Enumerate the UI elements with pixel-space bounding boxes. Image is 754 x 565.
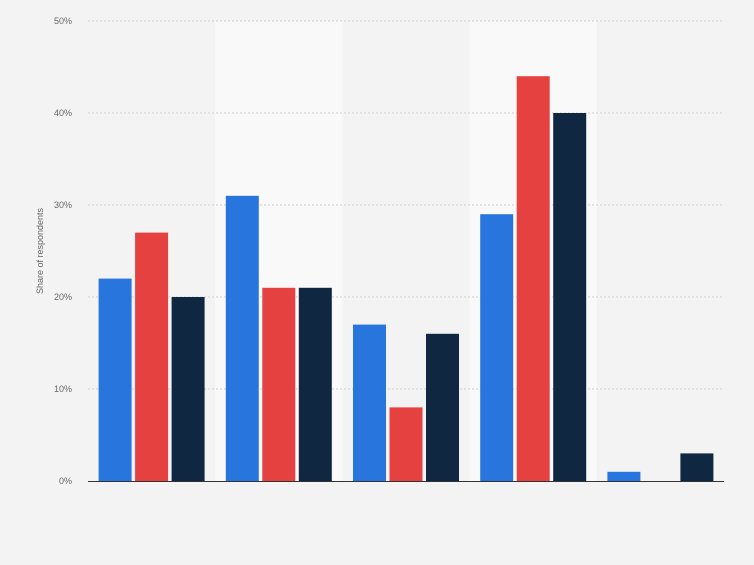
bar <box>98 278 132 481</box>
bar <box>353 324 386 481</box>
bar <box>298 287 332 481</box>
bar <box>680 453 714 481</box>
bar-series <box>98 76 714 482</box>
y-tick-label: 30% <box>54 200 72 210</box>
y-tick-label: 10% <box>54 384 72 394</box>
bar <box>135 232 169 481</box>
y-tick-label: 40% <box>54 108 72 118</box>
y-tick-label: 20% <box>54 292 72 302</box>
y-axis-title: Share of respondents <box>35 207 45 294</box>
bar <box>553 113 587 481</box>
bar <box>225 195 259 482</box>
bar <box>426 333 459 481</box>
bar <box>389 407 423 481</box>
bar <box>262 287 296 481</box>
bar <box>480 214 514 481</box>
y-axis-ticks: 0% 10% 20% 30% 40% 50% <box>54 16 72 486</box>
bar <box>516 76 550 481</box>
bar <box>607 471 641 481</box>
y-tick-label: 0% <box>59 476 72 486</box>
bar <box>171 297 205 481</box>
y-tick-label: 50% <box>54 16 72 26</box>
